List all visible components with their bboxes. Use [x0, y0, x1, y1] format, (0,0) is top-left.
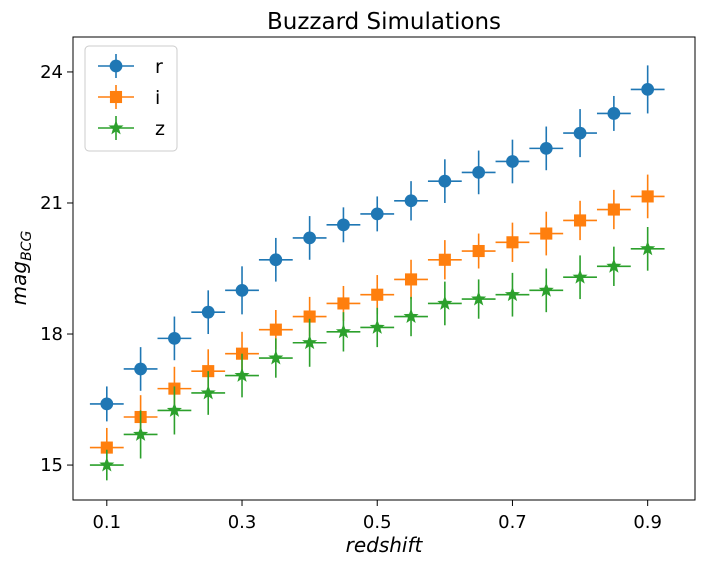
y-tick-label: 24 [40, 62, 63, 83]
data-point [337, 297, 350, 310]
data-point [133, 426, 149, 441]
axis-ticks: 0.1 0.3 0.5 0.7 0.9 15 18 21 24 [40, 62, 662, 533]
data-point [371, 288, 384, 301]
y-axis-label: magBCG [7, 231, 35, 306]
data-point [303, 310, 316, 323]
y-tick-label: 18 [40, 324, 63, 345]
x-tick-label: 0.3 [228, 512, 257, 533]
data-point [472, 244, 485, 258]
data-point [99, 457, 115, 472]
data-point [269, 323, 282, 336]
x-tick-label: 0.1 [92, 512, 121, 533]
data-point [268, 350, 284, 365]
data-point [404, 273, 418, 286]
x-tick-label: 0.7 [498, 512, 527, 533]
data-point [337, 218, 350, 232]
data-point [302, 334, 318, 350]
data-point [335, 323, 351, 339]
series-r [89, 65, 665, 422]
y-tick-label: 15 [40, 455, 63, 476]
legend-item-i: i [98, 85, 160, 109]
legend-label: i [155, 87, 160, 109]
legend-marker [109, 90, 123, 104]
data-point [370, 207, 384, 221]
x-tick-label: 0.5 [363, 512, 392, 533]
data-point [234, 367, 250, 382]
data-point [403, 308, 419, 323]
data-point [640, 240, 656, 256]
data-point [303, 231, 317, 245]
y-axis-label-subscript: BCG [19, 231, 35, 261]
data-point [471, 291, 487, 306]
data-point [235, 283, 249, 297]
data-point [538, 282, 554, 297]
data-point [166, 402, 182, 417]
legend-marker [109, 59, 123, 73]
x-axis-label: redshift [346, 533, 424, 557]
data-point [572, 269, 588, 284]
data-point [539, 142, 553, 155]
legend-box [84, 45, 178, 152]
data-point [504, 286, 520, 302]
data-point [540, 227, 553, 240]
data-point [574, 214, 587, 227]
legend-marker [108, 120, 124, 135]
data-point [438, 253, 451, 266]
series-z [89, 227, 665, 481]
data-point [404, 194, 418, 208]
data-point [369, 319, 385, 334]
data-point [168, 332, 181, 345]
data-point [607, 107, 621, 120]
data-point [437, 295, 453, 310]
x-tick-label: 0.9 [633, 512, 662, 533]
legend-item-r: r [98, 54, 163, 78]
data-point [100, 441, 113, 454]
legend: riz [84, 45, 178, 152]
y-axis-label-main: mag [7, 261, 31, 305]
data-point [438, 174, 452, 188]
data-point [641, 83, 655, 96]
data-point [200, 385, 216, 400]
plot-frame [72, 36, 696, 501]
legend-label: r [155, 56, 163, 78]
data-point [573, 126, 587, 140]
legend-label: z [155, 118, 165, 140]
data-point [472, 166, 486, 179]
data-point [641, 190, 654, 203]
data-point [506, 236, 519, 249]
data-point [134, 362, 147, 376]
plot-area [89, 65, 665, 481]
legend-item-z: z [98, 116, 165, 140]
data-point [269, 253, 283, 267]
data-point [606, 258, 622, 273]
data-point [607, 203, 620, 216]
data-point [506, 155, 519, 168]
data-point [201, 305, 215, 319]
y-tick-label: 21 [40, 193, 63, 214]
chart-title: Buzzard Simulations [267, 9, 501, 35]
data-point [100, 397, 114, 411]
